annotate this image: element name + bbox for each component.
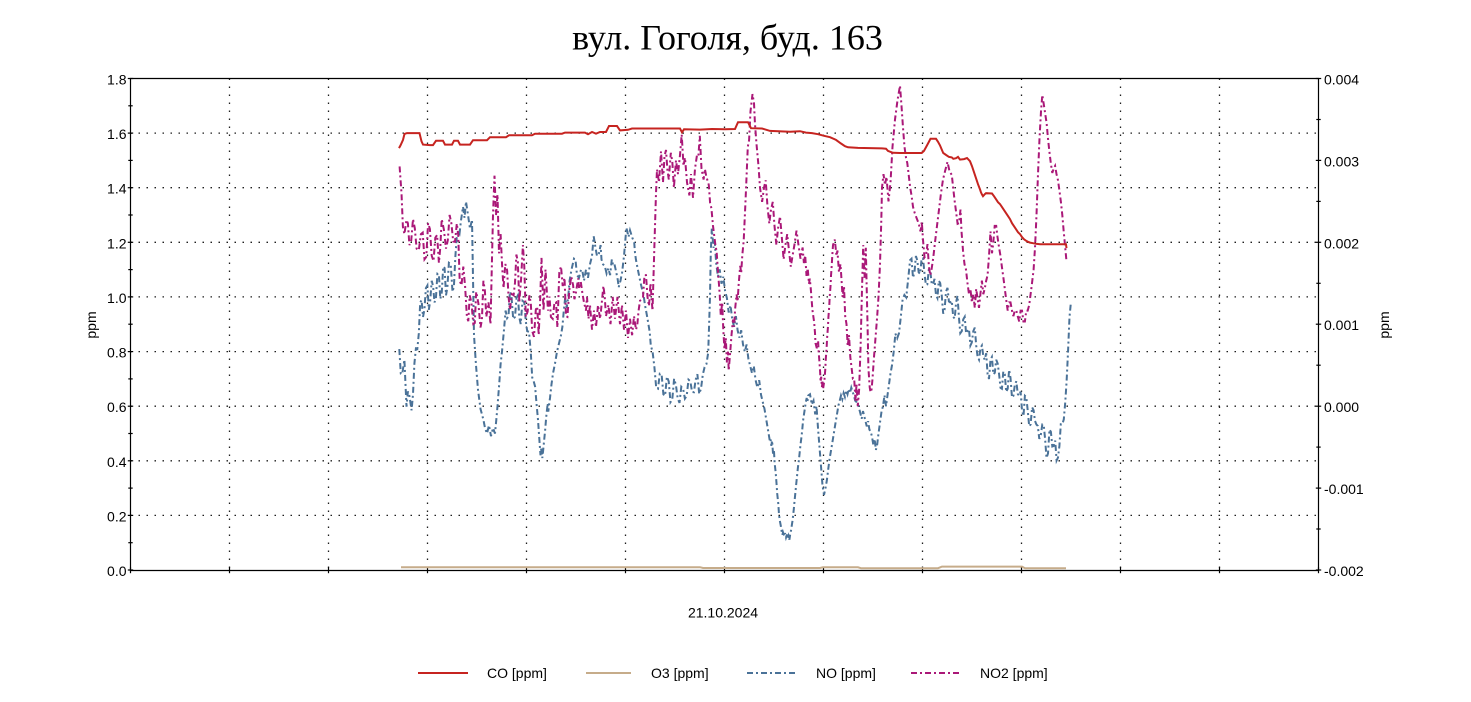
svg-text:0.4: 0.4 [107,454,127,470]
svg-text:O3 [ppm]: O3 [ppm] [651,665,709,681]
svg-text:-0.002: -0.002 [1324,563,1364,579]
svg-text:0.001: 0.001 [1324,317,1359,333]
svg-text:0.0: 0.0 [107,563,127,579]
svg-text:ppm: ppm [83,311,99,338]
svg-text:21.10.2024: 21.10.2024 [688,605,758,621]
svg-text:NO [ppm]: NO [ppm] [816,665,876,681]
svg-text:-0.001: -0.001 [1324,481,1364,497]
svg-text:0.6: 0.6 [107,399,127,415]
svg-text:0.002: 0.002 [1324,235,1359,251]
svg-text:1.2: 1.2 [107,235,127,251]
svg-text:вул. Гоголя, буд. 163: вул. Гоголя, буд. 163 [572,18,883,58]
svg-text:1.8: 1.8 [107,72,127,88]
svg-text:0.2: 0.2 [107,508,127,524]
svg-text:CO [ppm]: CO [ppm] [487,665,547,681]
svg-text:ppm: ppm [1376,311,1392,338]
svg-text:0.004: 0.004 [1324,72,1359,88]
svg-text:1.4: 1.4 [107,181,127,197]
svg-text:0.8: 0.8 [107,345,127,361]
svg-text:0.000: 0.000 [1324,399,1359,415]
svg-text:NO2 [ppm]: NO2 [ppm] [980,665,1048,681]
svg-text:1.0: 1.0 [107,290,127,306]
svg-text:0.003: 0.003 [1324,153,1359,169]
svg-text:1.6: 1.6 [107,126,127,142]
